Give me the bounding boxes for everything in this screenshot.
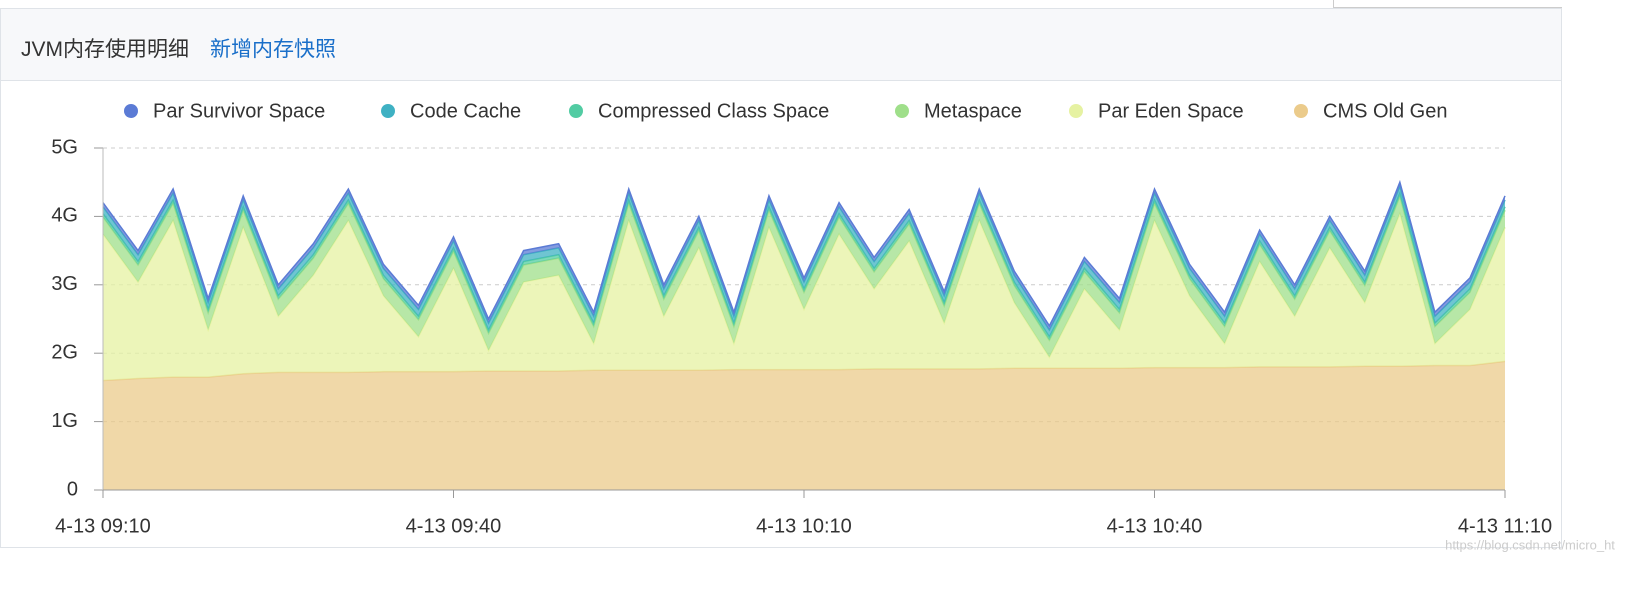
x-tick-label: 4-13 09:10 (55, 515, 151, 537)
legend-dot (1294, 104, 1308, 118)
legend-label: Compressed Class Space (598, 100, 829, 122)
panel: JVM内存使用明细 新增内存快照 (0, 8, 1562, 548)
y-tick-label: 3G (51, 273, 78, 295)
legend-dot (895, 104, 909, 118)
legend-dot (569, 104, 583, 118)
legend-dot (1069, 104, 1083, 118)
area (103, 361, 1505, 490)
legend-dot (381, 104, 395, 118)
area (103, 213, 1505, 381)
snapshot-link[interactable]: 新增内存快照 (210, 38, 336, 61)
toolbar-button-edge (1333, 0, 1562, 8)
panel-header: JVM内存使用明细 新增内存快照 (1, 9, 1561, 81)
y-tick-label: 0 (67, 478, 78, 500)
y-tick-label: 4G (51, 205, 78, 227)
legend-label: Code Cache (410, 100, 521, 122)
y-tick-label: 1G (51, 410, 78, 432)
x-tick-label: 4-13 10:40 (1107, 515, 1203, 537)
legend-label: Par Survivor Space (153, 100, 325, 122)
area-edge (102, 179, 1506, 328)
panel-title: JVM内存使用明细 (21, 38, 189, 61)
y-tick-label: 5G (51, 136, 78, 158)
legend-label: Par Eden Space (1098, 100, 1244, 122)
legend-dot (124, 104, 138, 118)
watermark: https://blog.csdn.net/micro_ht (1445, 537, 1615, 552)
x-tick-label: 4-13 11:10 (1458, 515, 1552, 537)
area (103, 196, 1505, 358)
y-tick-label: 2G (51, 341, 78, 363)
legend-label: Metaspace (924, 100, 1022, 122)
x-tick-label: 4-13 10:10 (756, 515, 852, 537)
legend-label: CMS Old Gen (1323, 100, 1447, 122)
x-tick-label: 4-13 09:40 (406, 515, 502, 537)
